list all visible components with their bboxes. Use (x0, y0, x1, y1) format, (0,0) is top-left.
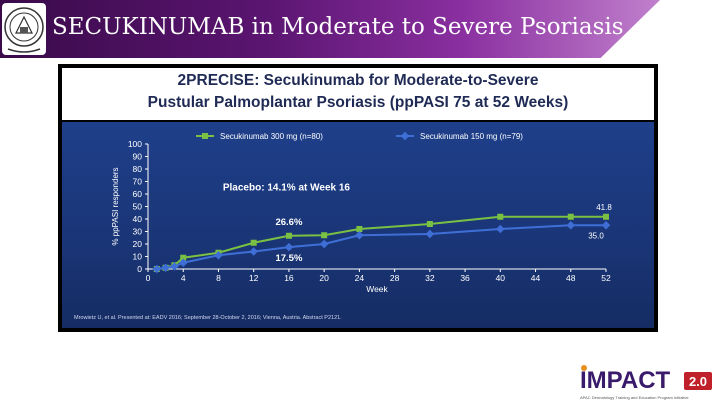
impact-logo-text: IMPACT (580, 367, 671, 394)
y-tick-label: 30 (133, 227, 143, 237)
y-tick-label: 50 (133, 202, 143, 212)
impact-version-badge: 2.0 (689, 374, 707, 389)
y-tick-label: 20 (133, 239, 143, 249)
x-tick-label: 20 (319, 273, 329, 283)
x-tick-label: 28 (390, 273, 400, 283)
chart-title-band: 2PRECISE: Secukinumab for Moderate-to-Se… (62, 68, 654, 120)
x-tick-label: 32 (425, 273, 435, 283)
series-point (603, 213, 609, 220)
x-tick-label: 48 (566, 273, 576, 283)
series-point (321, 232, 328, 239)
x-tick-label: 40 (496, 273, 506, 283)
series-point (161, 263, 170, 272)
series-point (178, 258, 188, 267)
legend-swatch-marker (400, 131, 410, 141)
impact-logo-graphic: IMPACT 2.0 APAC Dermatology Training and… (580, 365, 712, 400)
institution-seal-logo (2, 3, 46, 55)
y-axis-label: % ppPASI responders (111, 167, 120, 245)
y-tick-label: 90 (133, 152, 143, 162)
impact-tagline: APAC Dermatology Training and Education … (580, 395, 689, 400)
series-line (156, 224, 606, 270)
series-point (285, 232, 292, 239)
x-tick-label: 0 (146, 273, 151, 283)
data-label-300mg-week16: 26.6% (275, 217, 302, 228)
chart-area: 0 10 20 30 40 50 60 70 80 90 100 0 4 8 12 16 20 24 28 32 36 4… (62, 122, 654, 328)
header-band (0, 0, 660, 58)
series-point (284, 242, 294, 252)
series-point (250, 239, 257, 246)
series-point (496, 224, 505, 234)
series-point (356, 226, 363, 232)
y-tick-label: 100 (128, 139, 142, 149)
chart-title-line-1: 2PRECISE: Secukinumab for Moderate-to-Se… (177, 72, 539, 89)
x-tick-label: 52 (601, 273, 611, 283)
data-label-300mg-week52: 41.8 (596, 203, 612, 212)
x-tick-label: 4 (181, 273, 186, 283)
series-point (355, 231, 364, 240)
legend-label: Secukinumab 300 mg (n=80) (220, 132, 323, 141)
y-tick-label: 70 (133, 177, 143, 187)
series-point (319, 239, 329, 249)
x-tick-label: 44 (531, 273, 541, 283)
y-tick-label: 80 (133, 164, 143, 174)
source-footnote: Mrowietz U, et al. Presented at: EADV 20… (74, 315, 342, 321)
series-point (426, 221, 433, 227)
series-point (180, 254, 187, 261)
legend-swatch-marker (202, 133, 208, 139)
series-point (566, 221, 576, 230)
placebo-annotation: Placebo: 14.1% at Week 16 (223, 182, 351, 193)
x-axis-label: Week (366, 284, 388, 294)
y-tick-label: 60 (133, 189, 143, 199)
slide-title: SECUKINUMAB in Moderate to Severe Psoria… (52, 14, 624, 40)
series-point (425, 229, 435, 239)
x-tick-label: 36 (460, 273, 470, 283)
series-point (214, 251, 223, 260)
data-label-150mg-week52: 35.0 (588, 231, 604, 240)
series-point (567, 213, 574, 220)
x-tick-label: 8 (216, 273, 221, 283)
x-tick-label: 12 (249, 273, 259, 283)
series-point (152, 264, 162, 274)
series-point (497, 213, 504, 220)
series-point (170, 262, 179, 271)
y-tick-label: 10 (133, 252, 143, 262)
y-tick-label: 0 (137, 264, 142, 274)
x-tick-label: 24 (355, 273, 365, 283)
series-point (601, 221, 611, 230)
series-line (156, 215, 606, 270)
data-label-150mg-week16: 17.5% (275, 253, 302, 264)
x-tick-label: 16 (284, 273, 294, 283)
seal-emblem-icon (4, 7, 44, 53)
legend-label: Secukinumab 150 mg (n=79) (420, 132, 523, 141)
series-point (249, 247, 258, 256)
impact-logo: IMPACT 2.0 APAC Dermatology Training and… (578, 362, 714, 402)
chart-title-line-2: Pustular Palmoplantar Psoriasis (ppPASI … (147, 94, 569, 111)
y-tick-label: 40 (133, 214, 143, 224)
